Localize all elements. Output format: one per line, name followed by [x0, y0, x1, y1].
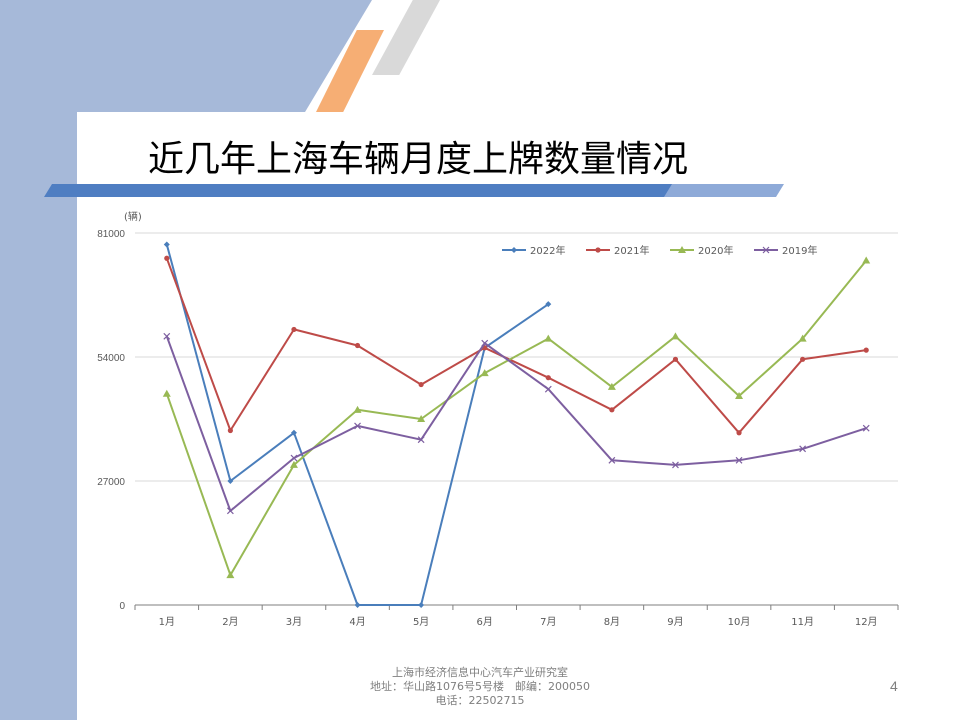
line-chart: (辆) 0 27000 54000 81000 1月 2月 3月 4月 5月 6月 7月 8月 9月 10月… — [97, 210, 899, 628]
data-point — [291, 326, 297, 333]
data-point — [735, 392, 744, 400]
data-point — [418, 381, 424, 388]
x-tick-label: 2月 — [222, 616, 238, 628]
data-point — [862, 424, 870, 432]
data-point — [417, 415, 426, 422]
data-point — [544, 385, 552, 393]
data-point — [595, 247, 601, 253]
data-point — [289, 460, 298, 468]
slide-title: 近几年上海车辆月度上牌数量情况 — [148, 139, 689, 180]
data-point — [227, 478, 234, 484]
data-point — [511, 247, 517, 253]
data-point — [608, 456, 616, 464]
data-point — [163, 332, 171, 340]
y-tick-label: 54000 — [97, 353, 125, 364]
data-point — [862, 256, 871, 264]
title-bar-dark — [44, 184, 684, 197]
data-point — [417, 436, 425, 444]
data-point — [671, 332, 680, 340]
footer-line-1: 上海市经济信息中心汽车产业研究室 — [392, 666, 568, 679]
data-point — [672, 461, 679, 469]
x-tick-label: 6月 — [477, 616, 493, 628]
legend-label: 2020年 — [698, 244, 733, 257]
footer-line-2: 地址：华山路1076号5号楼 邮编：200050 — [370, 680, 590, 693]
data-point — [481, 339, 489, 347]
data-point — [607, 382, 616, 390]
data-point — [290, 429, 297, 436]
x-tick-label: 4月 — [349, 616, 365, 628]
gray-stripe-decor — [372, 0, 440, 75]
data-point — [354, 422, 361, 430]
data-point — [798, 334, 807, 342]
data-point — [609, 407, 615, 413]
data-point — [672, 356, 679, 362]
data-point — [162, 389, 171, 397]
data-point — [736, 430, 742, 436]
series-line — [165, 335, 867, 512]
legend-label: 2021年 — [614, 244, 649, 257]
legend-label: 2022年 — [530, 244, 565, 257]
data-point — [480, 369, 489, 377]
y-tick-label: 81000 — [97, 229, 125, 240]
data-point — [799, 445, 807, 453]
x-tick-label: 8月 — [604, 616, 620, 628]
series-line — [165, 257, 867, 434]
x-tick-label: 12月 — [855, 616, 878, 628]
x-tick-label: 10月 — [728, 616, 751, 628]
series-line — [165, 259, 867, 577]
data-point — [418, 602, 425, 608]
data-point — [762, 246, 770, 254]
y-tick-label: 27000 — [97, 477, 125, 488]
data-point — [226, 571, 235, 579]
top-decor-band — [0, 0, 372, 112]
data-point — [544, 334, 553, 342]
title-bar-light — [664, 184, 784, 197]
title-underline-bar — [44, 184, 784, 197]
data-point — [354, 602, 361, 608]
data-point — [545, 301, 552, 308]
x-tick-label: 3月 — [286, 616, 302, 628]
data-point — [353, 405, 362, 413]
data-point — [226, 507, 234, 515]
x-tick-label: 5月 — [413, 616, 429, 628]
y-tick-label: 0 — [119, 601, 125, 612]
page-number: 4 — [890, 678, 898, 694]
x-tick-label: 7月 — [540, 616, 556, 628]
x-tick-label: 1月 — [159, 616, 175, 628]
data-point — [545, 375, 551, 381]
data-point — [290, 454, 298, 462]
data-point — [354, 342, 361, 349]
series-line — [165, 244, 549, 606]
x-tick-label: 9月 — [667, 616, 683, 628]
y-unit-label: (辆) — [124, 210, 142, 223]
legend-label: 2019年 — [782, 244, 817, 257]
data-point — [863, 347, 869, 353]
data-point — [800, 356, 806, 362]
data-point — [164, 255, 170, 261]
footer: 上海市经济信息中心汽车产业研究室 地址：华山路1076号5号楼 邮编：20005… — [330, 666, 630, 708]
data-point — [678, 246, 686, 253]
footer-line-3: 电话：22502715 — [435, 694, 525, 707]
x-tick-label: 11月 — [791, 616, 814, 628]
left-decor-band — [0, 0, 77, 720]
data-point — [163, 241, 170, 248]
data-point — [227, 427, 233, 434]
data-point — [735, 456, 743, 464]
